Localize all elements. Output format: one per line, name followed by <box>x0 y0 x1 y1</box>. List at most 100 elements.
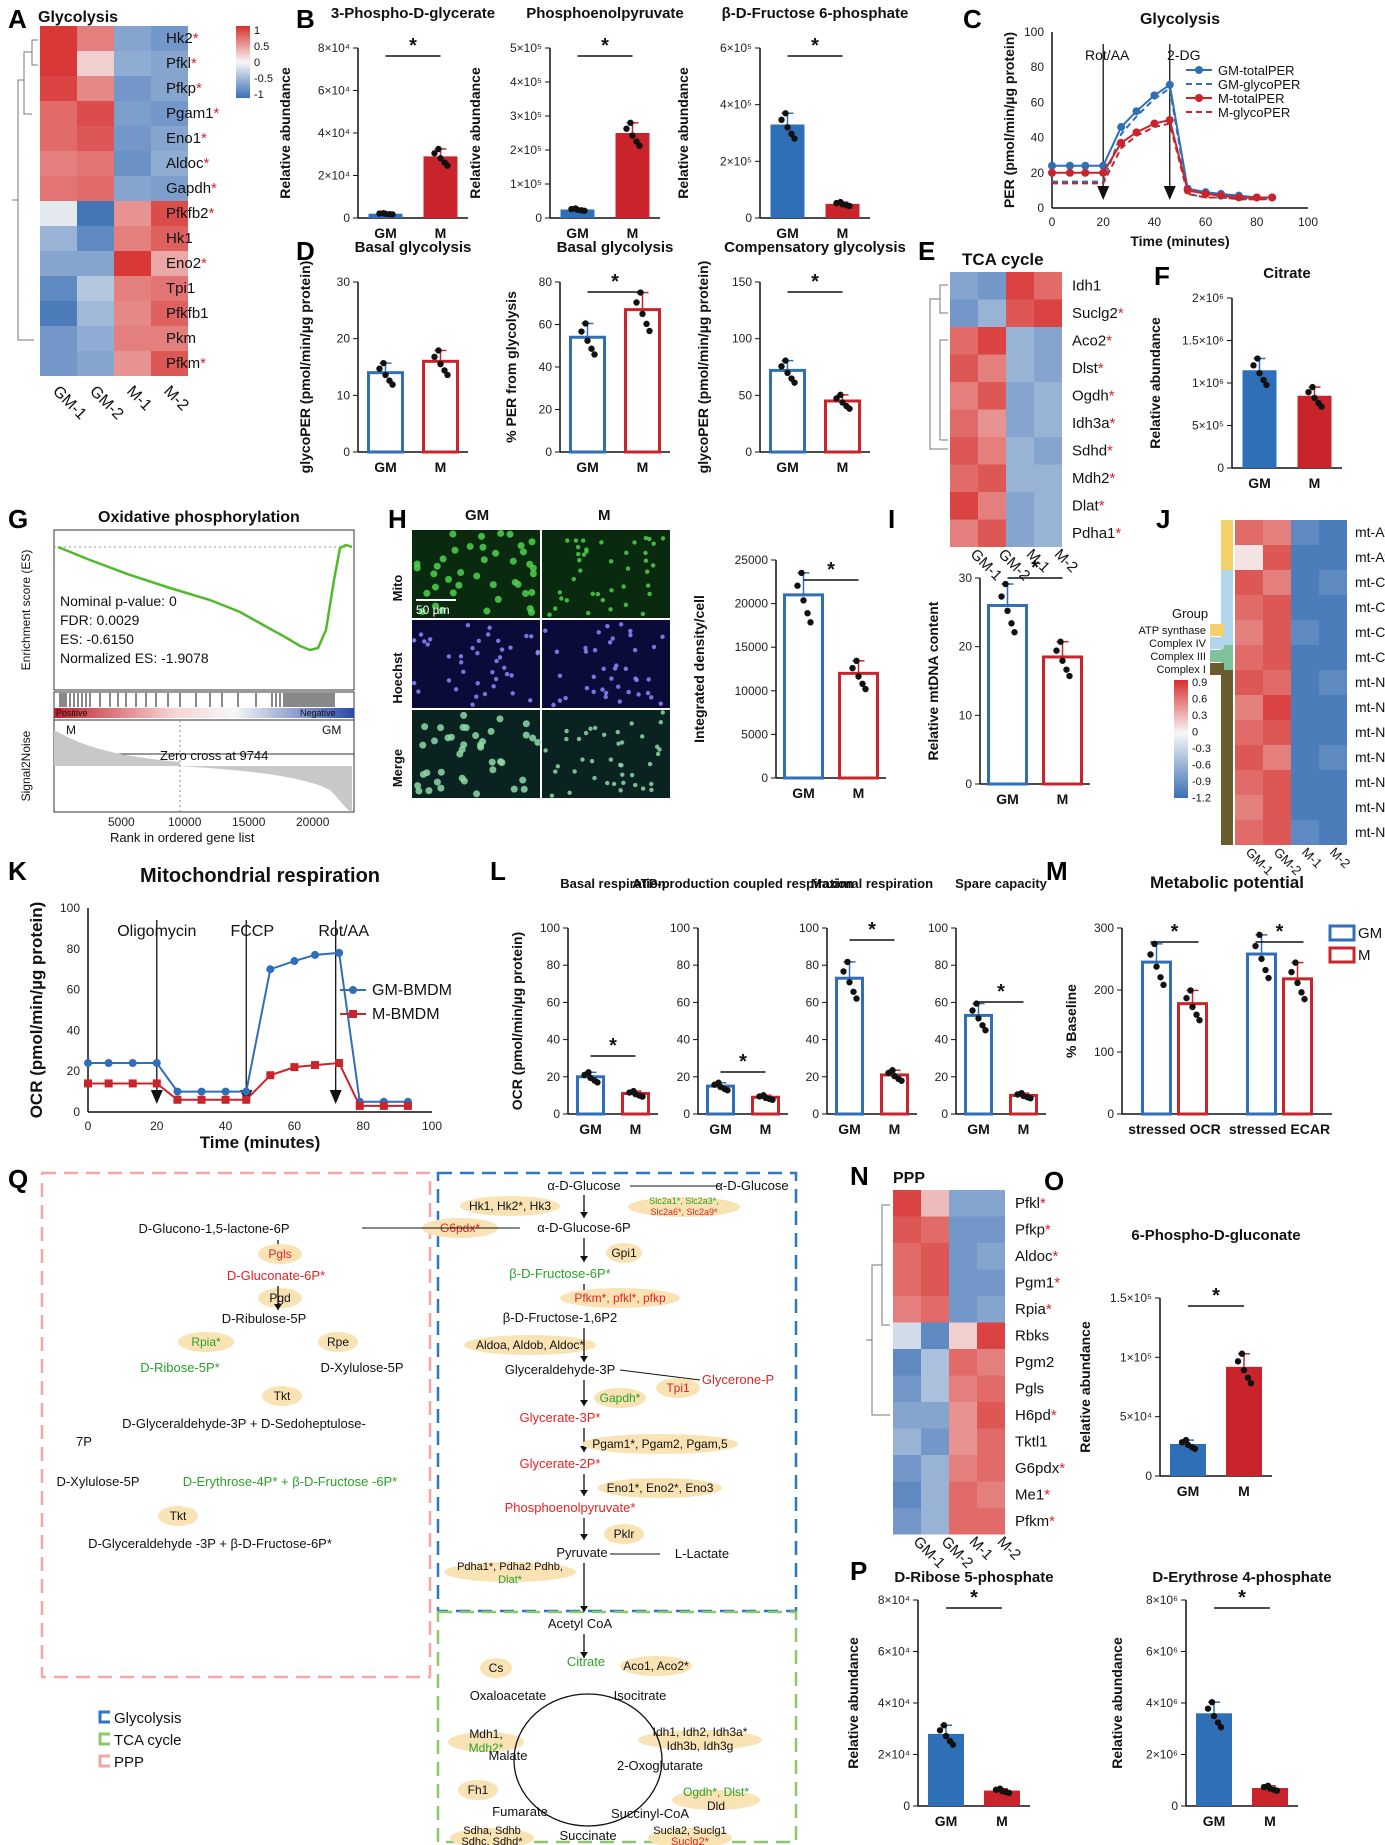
cell-dot <box>583 645 588 651</box>
cell-dot <box>588 726 593 731</box>
pathway-arrowhead <box>580 1400 588 1406</box>
chart-title: Mitochondrial respiration <box>140 865 380 887</box>
heatmap-cell <box>1291 545 1319 570</box>
pathway-node: Glycerone-P <box>702 1372 774 1387</box>
heatmap-cell <box>1006 382 1034 410</box>
cell-dot <box>488 758 496 766</box>
gsea-plot: Oxidative phosphorylation Nominal p-valu… <box>19 509 355 845</box>
heatmap-cell <box>977 1296 1005 1323</box>
y-tick-label: 1.5×10⁵ <box>1110 1291 1152 1305</box>
heatmap-cell <box>950 272 978 300</box>
data-point <box>1187 987 1194 994</box>
data-point <box>1204 1705 1212 1712</box>
cell-dot <box>650 563 656 568</box>
data-point <box>1256 931 1263 939</box>
gene-label: mt-Nd6 <box>1355 824 1385 840</box>
x-tick-label: M <box>1309 475 1321 491</box>
gene-label: mt-Atp8 <box>1355 549 1385 565</box>
pathway-node: β-D-Fructose-6P* <box>509 1266 610 1281</box>
sig-star: * <box>1171 921 1179 943</box>
y-tick-label: 40 <box>67 1023 81 1037</box>
cell-dot <box>413 564 421 572</box>
cell-dot <box>510 691 515 696</box>
data-point <box>1189 1003 1196 1011</box>
data-point <box>784 124 791 131</box>
chart-D1: 0 10 20 30 Basal glycolysis glycoPER (pmol/mi… <box>297 239 471 475</box>
gene-label: Pkm <box>166 330 196 347</box>
enzyme-oval <box>594 1388 646 1408</box>
gene-label: mt-Cytb <box>1355 649 1385 665</box>
series-marker <box>1081 168 1090 177</box>
x-tick-label: M <box>889 1121 901 1137</box>
series-marker <box>1268 193 1277 202</box>
enzyme-oval <box>638 1730 762 1750</box>
y-tick-label: 4×10⁴ <box>318 126 350 140</box>
pathway-node: Dlat* <box>498 1574 523 1586</box>
pathway-node: Pgls <box>268 1247 291 1261</box>
cell-dot <box>502 665 507 670</box>
panel-label-q: Q <box>8 1164 28 1194</box>
data-point <box>585 1069 592 1076</box>
gsea-left-group: M <box>66 723 76 737</box>
x-tick-label: 20 <box>1097 215 1111 229</box>
cell-dot <box>492 549 500 557</box>
y-tick-label: 0 <box>965 777 972 791</box>
heatmap-cell <box>977 1349 1005 1376</box>
x-tick-label: M <box>760 1121 772 1137</box>
legend-label-gm: GM <box>1358 925 1382 942</box>
heatmap-cell <box>978 492 1006 520</box>
heatmap-cell <box>949 1190 977 1217</box>
y-axis-label: OCR (pmol/min/µg protein) <box>27 902 46 1119</box>
x-tick-label: M <box>1264 1813 1276 1829</box>
data-point <box>982 1027 989 1034</box>
group-label: Complex IV <box>1149 638 1207 650</box>
data-point <box>804 609 811 617</box>
cell-dot <box>547 612 552 617</box>
y-tick-label: 8×10⁴ <box>878 1593 910 1607</box>
y-tick-label: 60 <box>677 995 691 1009</box>
heatmap-cell <box>151 201 188 226</box>
gene-label: Pdha1* <box>1072 525 1121 542</box>
heatmap-cell <box>40 226 77 251</box>
heatmap-cell <box>949 1269 977 1296</box>
pathway-node: D-Erythrose-4P* + β-D-Fructose -6P* <box>183 1474 397 1489</box>
enzyme-oval <box>444 1562 576 1582</box>
gene-label: Sdhd* <box>1072 443 1113 460</box>
y-tick-label: 2×10⁵ <box>720 154 752 168</box>
series-marker <box>355 1101 364 1110</box>
heatmap-cell <box>977 1455 1005 1482</box>
y-tick-label: 0 <box>941 1107 948 1121</box>
cell-dot <box>497 529 505 537</box>
sig-star: * <box>601 35 609 57</box>
group-bar-cell <box>1221 720 1233 745</box>
heatmap-cell <box>151 76 188 101</box>
pathway-node: Eno1*, Eno2*, Eno3 <box>607 1481 714 1495</box>
heatmap-cell <box>1291 795 1319 820</box>
pathway-node: Phosphoenolpyruvate* <box>505 1500 636 1515</box>
cell-dot <box>425 787 433 795</box>
sample-label: M-1 <box>123 383 155 415</box>
gene-label: mt-Nd4l <box>1355 774 1385 790</box>
cell-dot <box>483 607 491 615</box>
cell-dot <box>449 589 457 597</box>
gene-label: Pfkfb1 <box>166 305 209 322</box>
x-tick-label: M <box>630 1121 642 1137</box>
pathway-node: Tpi1 <box>666 1381 690 1395</box>
micro-row-mito: Mito <box>390 575 405 602</box>
heatmap-cell <box>151 326 188 351</box>
chart-M: 0 100 200 300 Metabolic potential % Baseline s… <box>1063 873 1332 1137</box>
pathway-node: Citrate <box>567 1654 605 1669</box>
cell-dot <box>508 645 513 650</box>
heatmap-cell <box>977 1243 1005 1270</box>
data-point <box>1193 1011 1200 1018</box>
cell-dot <box>535 651 540 656</box>
data-point <box>853 657 860 665</box>
ppp-region <box>40 1171 432 1679</box>
group-bar-cell <box>1221 520 1233 545</box>
gene-label: Aldoc* <box>1015 1248 1059 1265</box>
x-tick-label: stressed ECAR <box>1229 1121 1330 1137</box>
injection-label: 2-DG <box>1167 47 1200 63</box>
cell-dot <box>553 606 558 611</box>
data-point <box>1301 995 1308 1003</box>
pathway-node: D-Xylulose-5P <box>56 1474 139 1489</box>
